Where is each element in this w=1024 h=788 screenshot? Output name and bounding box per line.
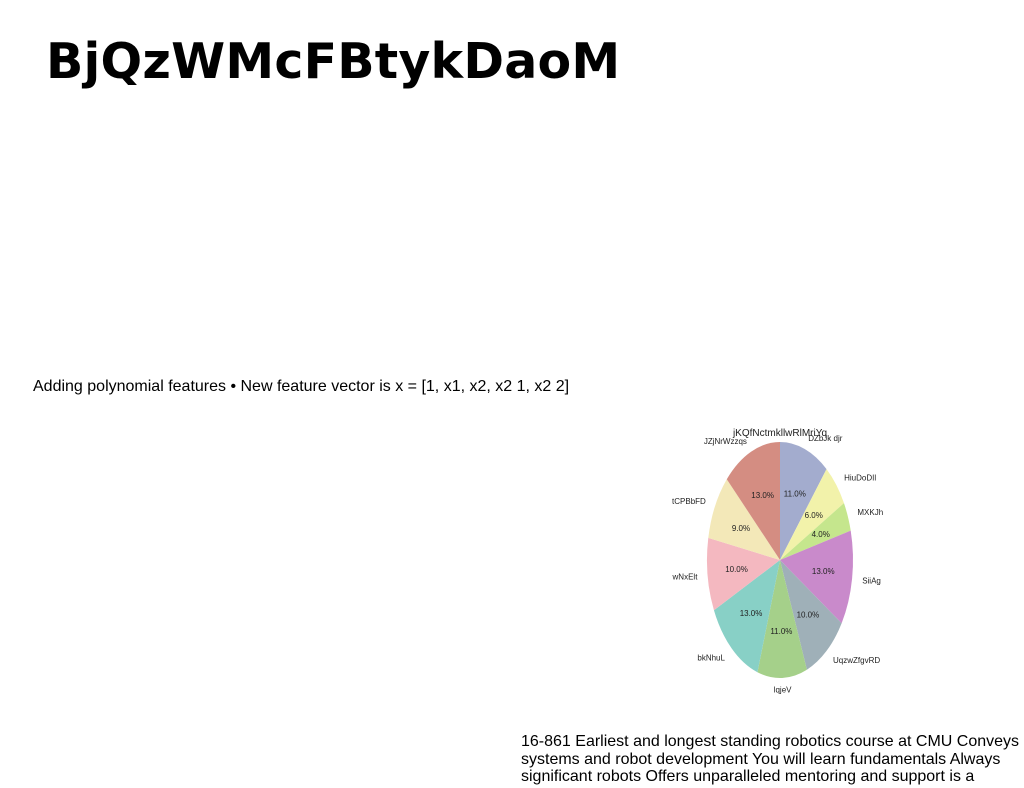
pie-labels: 11.0% DZbJk djr 6.0% HiuDoDIl 4.0% MXKJh 13.0%…	[672, 434, 884, 695]
pie-value-label-1: 6.0%	[805, 511, 823, 520]
pie-category-label-3: SiiAg	[862, 576, 881, 585]
pie-slice-5	[757, 560, 807, 678]
pie-value-label-3: 13.0%	[812, 567, 835, 576]
pie-category-label-4: UqzwZfgvRD	[833, 656, 880, 665]
pie-category-label-0: DZbJk djr	[808, 434, 843, 443]
pie-slice-4	[780, 560, 842, 670]
pie-slice-3	[780, 530, 853, 624]
pie-value-label-2: 4.0%	[812, 530, 830, 539]
pie-category-label-1: HiuDoDIl	[844, 473, 876, 482]
pie-category-label-2: MXKJh	[857, 508, 883, 517]
pie-slice-6	[713, 560, 780, 673]
pie-slice-7	[707, 537, 780, 611]
pie-value-label-4: 10.0%	[797, 611, 820, 620]
pie-slice-8	[708, 479, 780, 560]
pie-value-label-7: 10.0%	[725, 565, 748, 574]
pie-slice-2	[780, 503, 851, 560]
pie-value-label-6: 13.0%	[740, 609, 763, 618]
chart-title: jKQfNctmkllwRlMriYq	[732, 428, 827, 439]
pie-category-label-9: JZjNrWzzqs	[704, 437, 747, 446]
pie-slices	[707, 442, 853, 678]
pie-value-label-8: 9.0%	[732, 524, 750, 533]
pie-slice-9	[726, 442, 780, 560]
pie-value-label-5: 11.0%	[770, 627, 792, 636]
body-paragraph: 16-861 Earliest and longest standing rob…	[521, 733, 1020, 785]
pie-category-label-5: lqjeV	[774, 686, 792, 695]
pie-value-label-9: 13.0%	[751, 491, 774, 500]
bullet-text: Adding polynomial features • New feature…	[33, 378, 570, 395]
pie-category-label-8: tCPBbFD	[672, 497, 706, 506]
pie-category-label-6: bkNhuL	[697, 653, 725, 662]
pie-chart: jKQfNctmkllwRlMriYq 11.0% DZbJk djr 6.0% Hi…	[672, 428, 884, 695]
page-title: BjQzWMcFBtykDaoM	[46, 33, 621, 90]
pie-category-label-7: wNxElt	[672, 572, 699, 581]
pie-value-label-0: 11.0%	[784, 489, 806, 498]
pie-slice-1	[780, 469, 844, 560]
pie-slice-0	[780, 442, 827, 560]
